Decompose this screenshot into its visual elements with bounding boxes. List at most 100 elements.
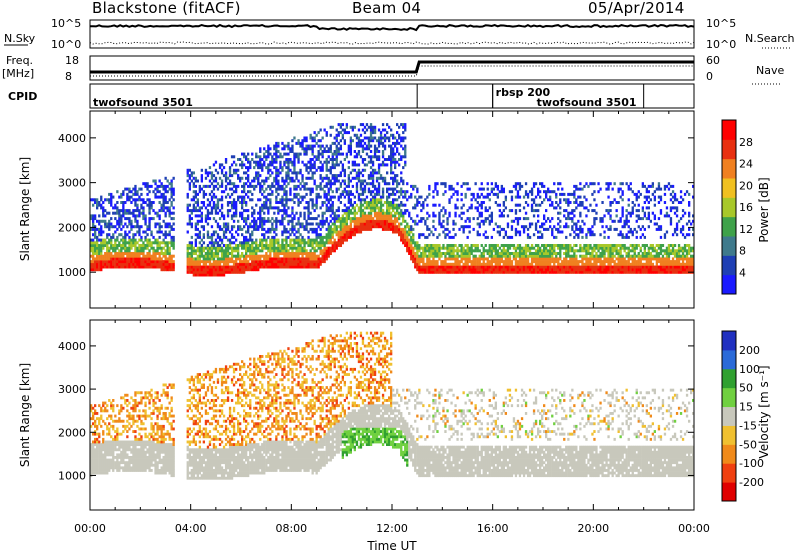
rti-cell bbox=[335, 219, 338, 223]
rti-cell bbox=[245, 265, 248, 269]
freq-panel: Freq. [MHz] 18 8 60 0 Nave bbox=[2, 54, 784, 85]
rti-cell bbox=[168, 209, 171, 213]
rti-cell bbox=[567, 214, 570, 218]
rti-cell bbox=[275, 260, 278, 264]
rti-cell bbox=[547, 262, 550, 266]
rti-cell bbox=[339, 182, 343, 186]
rti-cell bbox=[319, 128, 322, 132]
rti-cell bbox=[587, 209, 590, 213]
rti-cell bbox=[585, 254, 588, 258]
rti-cell bbox=[565, 260, 568, 264]
rti-cell bbox=[402, 217, 405, 221]
rti-cell bbox=[245, 217, 248, 221]
rti-cell bbox=[190, 265, 194, 269]
rti-cell bbox=[311, 174, 314, 178]
rti-cell bbox=[541, 265, 544, 269]
rti-cell bbox=[494, 222, 498, 226]
rti-cell bbox=[329, 166, 332, 170]
rti-cell bbox=[375, 190, 379, 194]
rti-cell bbox=[337, 133, 340, 137]
rti-cell bbox=[228, 241, 232, 245]
rti-cell bbox=[154, 222, 157, 226]
rti-cell bbox=[122, 203, 125, 207]
rti-cell bbox=[235, 230, 238, 234]
rti-cell bbox=[277, 211, 280, 215]
rti-cell bbox=[235, 201, 238, 204]
rti-cell bbox=[422, 270, 425, 274]
rti-cell bbox=[432, 257, 435, 261]
rti-cell bbox=[200, 168, 204, 172]
rti-cell bbox=[567, 270, 570, 274]
rti-cell bbox=[241, 214, 244, 218]
rti-cell bbox=[192, 268, 196, 272]
rti-cell bbox=[232, 219, 236, 223]
rti-cell bbox=[476, 270, 479, 274]
rti-cell bbox=[510, 268, 514, 272]
rti-cell bbox=[267, 217, 270, 221]
rti-cell bbox=[436, 252, 439, 255]
rti-cell bbox=[331, 155, 334, 159]
rti-cell bbox=[239, 265, 242, 269]
rti-cell bbox=[283, 160, 286, 164]
rti-cell bbox=[522, 230, 526, 234]
rti-cell bbox=[361, 144, 365, 148]
rti-cell bbox=[90, 244, 93, 247]
rti-cell bbox=[249, 268, 252, 272]
rti-cell bbox=[136, 214, 139, 218]
rti-cell bbox=[275, 144, 278, 148]
rti-cell bbox=[305, 219, 308, 223]
rti-cell bbox=[230, 233, 234, 237]
rti-cell bbox=[589, 270, 592, 274]
rti-cell bbox=[162, 195, 165, 199]
rti-cell bbox=[206, 260, 210, 264]
rti-cell bbox=[420, 265, 423, 269]
rti-cell bbox=[508, 246, 512, 250]
rti-cell bbox=[410, 238, 413, 242]
rti-cell bbox=[339, 123, 343, 127]
rti-cell bbox=[577, 260, 580, 264]
rti-cell bbox=[414, 184, 417, 188]
rti-cell bbox=[112, 262, 115, 266]
rti-cell bbox=[422, 246, 425, 250]
rti-cell bbox=[263, 238, 266, 242]
rti-cell bbox=[287, 252, 290, 255]
rti-cell bbox=[188, 187, 192, 191]
rti-cell bbox=[259, 225, 262, 229]
rti-cell bbox=[379, 211, 383, 215]
rti-cell bbox=[243, 198, 246, 202]
rti-cell bbox=[464, 252, 467, 255]
rti-cell bbox=[494, 201, 498, 204]
rti-cell bbox=[120, 252, 123, 255]
rti-cell bbox=[496, 254, 500, 258]
rti-cell bbox=[275, 201, 278, 204]
rti-cell bbox=[108, 233, 111, 237]
rti-cell bbox=[265, 187, 268, 191]
rti-cell bbox=[160, 182, 163, 186]
rti-cell bbox=[440, 182, 443, 186]
rti-cell bbox=[365, 219, 369, 223]
rti-cell bbox=[478, 214, 481, 218]
rti-cell bbox=[526, 195, 530, 199]
rti-cell bbox=[571, 270, 574, 274]
rti-cell bbox=[567, 244, 570, 247]
rti-cell bbox=[273, 241, 276, 245]
rti-cell bbox=[377, 163, 381, 167]
rti-cell bbox=[160, 195, 163, 199]
rti-cell bbox=[388, 155, 391, 159]
rti-cell bbox=[557, 257, 560, 261]
rti-cell bbox=[112, 225, 115, 229]
rti-cell bbox=[363, 190, 367, 194]
rti-cell bbox=[136, 198, 139, 202]
rti-cell bbox=[466, 182, 469, 186]
rti-cell bbox=[530, 190, 534, 194]
rti-cell bbox=[569, 201, 572, 204]
rti-cell bbox=[476, 249, 479, 253]
rti-cell bbox=[390, 152, 393, 156]
rti-cell bbox=[216, 225, 220, 229]
rti-cell bbox=[126, 262, 129, 266]
rti-cell bbox=[160, 268, 163, 272]
rti-cell bbox=[166, 225, 169, 229]
rti-cell bbox=[426, 203, 429, 207]
rti-cell bbox=[458, 227, 461, 231]
rti-cell bbox=[92, 241, 95, 245]
